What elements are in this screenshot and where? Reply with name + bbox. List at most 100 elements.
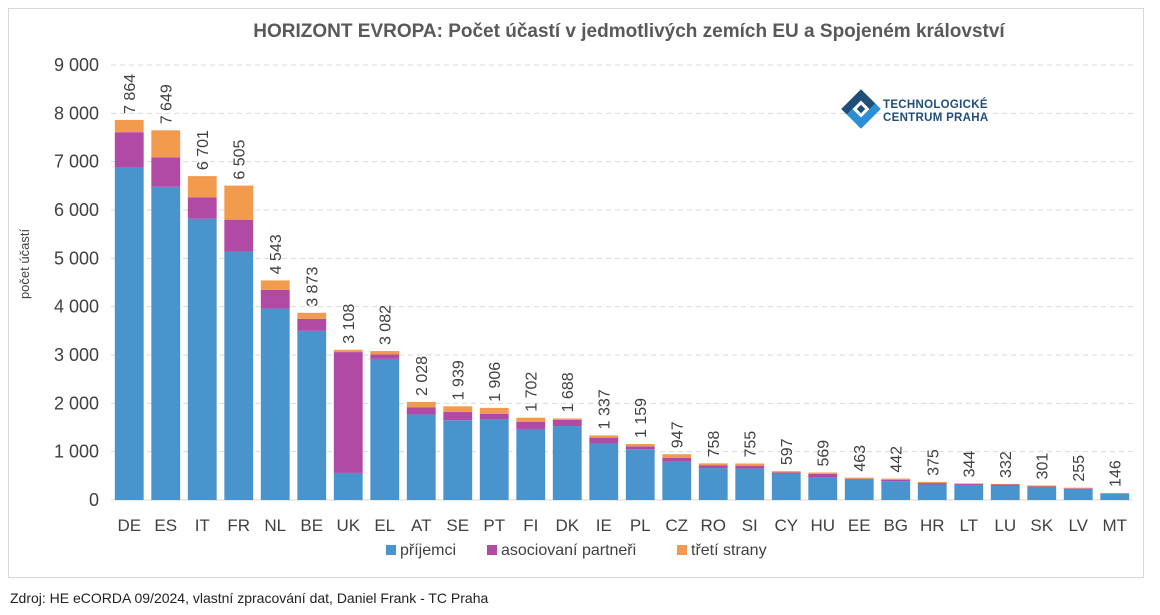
- bar-uk-series-0: [333, 472, 363, 500]
- x-tick-label-at: AT: [411, 516, 431, 535]
- data-label-pl: 1 159: [633, 398, 650, 438]
- x-tick-label-ie: IE: [596, 516, 612, 535]
- bar-ie-series-1: [589, 437, 619, 444]
- legend-label-0: příjemci: [400, 542, 456, 559]
- y-tick-label: 8 000: [54, 103, 99, 123]
- data-label-hu: 569: [816, 440, 833, 467]
- y-tick-label: 1 000: [54, 442, 99, 462]
- bar-lv-series-0: [1063, 488, 1093, 500]
- bar-dk-series-2: [552, 418, 582, 420]
- data-label-dk: 1 688: [560, 372, 577, 412]
- data-label-lt: 344: [962, 451, 979, 478]
- bar-pl-series-1: [625, 446, 655, 450]
- bar-fr-series-2: [224, 185, 254, 220]
- bar-hr-series-0: [917, 484, 947, 500]
- data-label-pt: 1 906: [487, 362, 504, 402]
- bar-it-series-0: [187, 218, 217, 500]
- data-label-mt: 146: [1108, 460, 1125, 487]
- bar-sk-series-2: [1027, 485, 1057, 487]
- bar-lt-series-1: [954, 484, 984, 486]
- x-tick-label-ee: EE: [848, 516, 871, 535]
- data-label-cy: 597: [779, 438, 796, 465]
- bar-si-series-1: [735, 465, 765, 469]
- bar-dk-series-0: [552, 426, 582, 500]
- bar-cy-series-2: [771, 471, 801, 473]
- x-tick-label-pt: PT: [483, 516, 505, 535]
- x-tick-label-uk: UK: [336, 516, 360, 535]
- bar-pl-series-2: [625, 443, 655, 447]
- y-tick-label: 9 000: [54, 55, 99, 75]
- x-tick-label-lt: LT: [959, 516, 978, 535]
- data-label-de: 7 864: [122, 74, 139, 114]
- bar-lt-series-2: [954, 483, 984, 485]
- bar-ro-series-2: [698, 463, 728, 466]
- bar-it-series-2: [187, 176, 217, 198]
- y-tick-label: 7 000: [54, 152, 99, 172]
- bar-nl-series-2: [260, 280, 290, 290]
- y-tick-label: 4 000: [54, 297, 99, 317]
- bar-it-series-1: [187, 197, 217, 219]
- bar-pt-series-0: [479, 419, 509, 500]
- x-tick-label-nl: NL: [264, 516, 286, 535]
- bar-be-series-1: [297, 318, 327, 331]
- bar-nl-series-1: [260, 289, 290, 309]
- bar-se-series-0: [443, 420, 473, 500]
- bar-fr-series-0: [224, 251, 254, 500]
- bars: [114, 119, 1130, 501]
- chart-title: HORIZONT EVROPA: Počet účastí v jedmotli…: [253, 21, 1005, 42]
- data-label-at: 2 028: [414, 356, 431, 396]
- bar-hr-series-1: [917, 483, 947, 485]
- data-label-se: 1 939: [451, 360, 468, 400]
- bar-de-series-0: [114, 166, 144, 500]
- x-tick-label-hu: HU: [810, 516, 835, 535]
- bar-pt-series-1: [479, 413, 509, 420]
- data-label-it: 6 701: [195, 130, 212, 170]
- bar-fi-series-1: [516, 421, 546, 429]
- x-tick-label-lv: LV: [1068, 516, 1088, 535]
- data-label-bg: 442: [889, 446, 906, 473]
- bar-es-series-0: [151, 186, 181, 501]
- bar-cy-series-1: [771, 472, 801, 474]
- data-label-el: 3 082: [378, 305, 395, 345]
- x-tick-label-cz: CZ: [665, 516, 688, 535]
- data-label-hr: 375: [925, 449, 942, 476]
- bar-mt-series-0: [1100, 493, 1130, 500]
- x-tick-label-hr: HR: [920, 516, 945, 535]
- bar-lu-series-2: [990, 483, 1020, 485]
- bar-at-series-0: [406, 414, 436, 500]
- bar-de-series-2: [114, 119, 144, 133]
- data-label-nl: 4 543: [268, 234, 285, 274]
- data-label-lu: 332: [998, 451, 1015, 478]
- x-tick-label-be: BE: [300, 516, 323, 535]
- data-label-lv: 255: [1071, 455, 1088, 482]
- data-label-ie: 1 337: [597, 389, 614, 429]
- bar-hu-series-2: [808, 472, 838, 474]
- bar-se-series-2: [443, 406, 473, 413]
- data-label-uk: 3 108: [341, 304, 358, 344]
- bar-se-series-1: [443, 412, 473, 421]
- bar-lv-series-2: [1063, 487, 1093, 489]
- x-tick-label-cy: CY: [774, 516, 798, 535]
- bar-fi-series-2: [516, 417, 546, 422]
- y-tick-label: 5 000: [54, 248, 99, 268]
- data-label-be: 3 873: [305, 267, 322, 307]
- bar-si-series-2: [735, 463, 765, 466]
- data-label-ee: 463: [852, 445, 869, 472]
- chart-frame: HORIZONT EVROPA: Počet účastí v jedmotli…: [8, 8, 1144, 578]
- bar-fr-series-1: [224, 219, 254, 252]
- tc-praha-logo: TECHNOLOGICKÉ CENTRUM PRAHA: [841, 89, 988, 129]
- bar-be-series-2: [297, 312, 327, 319]
- y-tick-label: 0: [89, 490, 99, 510]
- bar-el-series-1: [370, 354, 400, 359]
- bar-dk-series-1: [552, 419, 582, 427]
- bar-pt-series-2: [479, 407, 509, 414]
- tc-praha-logo-icon: [841, 89, 881, 129]
- y-tick-label: 2 000: [54, 393, 99, 413]
- legend-swatch-2: [677, 545, 687, 555]
- bar-lt-series-0: [954, 485, 984, 500]
- data-label-ro: 758: [706, 431, 723, 458]
- bar-hr-series-2: [917, 481, 947, 484]
- bar-bg-series-1: [881, 479, 911, 482]
- bar-fi-series-0: [516, 428, 546, 500]
- bar-bg-series-2: [881, 478, 911, 480]
